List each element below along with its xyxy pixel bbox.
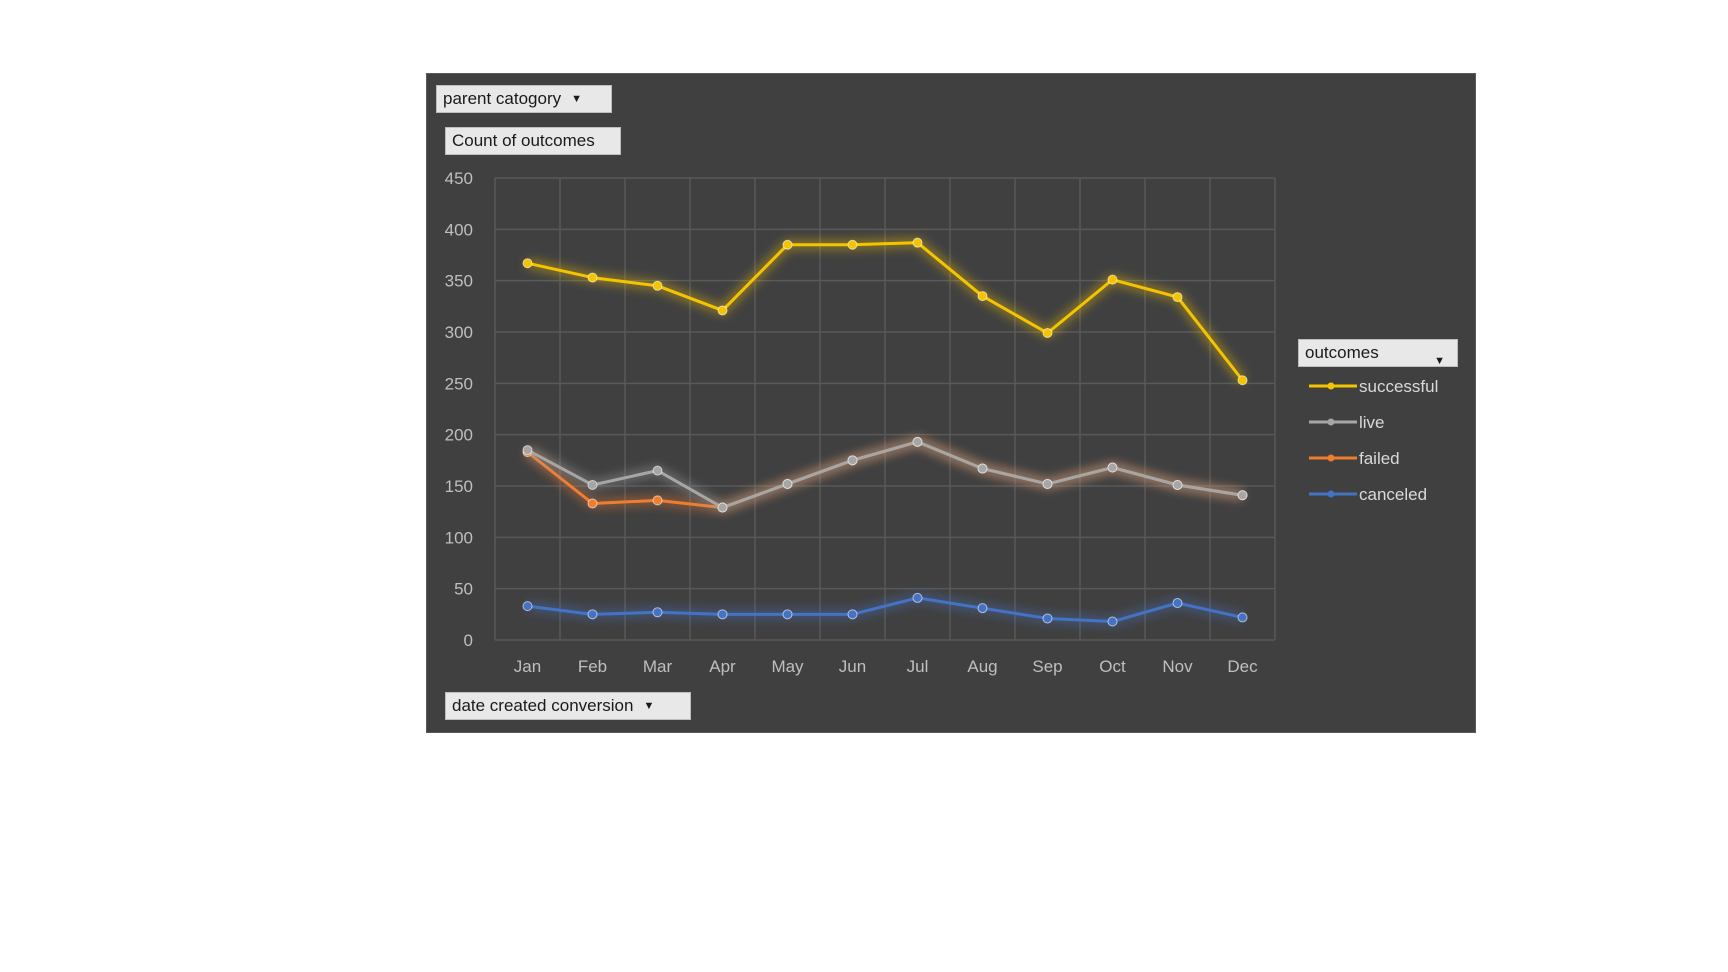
x-tick-label: Aug <box>967 657 997 676</box>
series-line-live <box>526 440 1243 510</box>
x-tick-label: Jun <box>839 657 866 676</box>
y-tick-label: 250 <box>445 374 473 393</box>
data-point-live <box>847 455 858 466</box>
legend-label: live <box>1359 413 1385 432</box>
data-point-successful <box>1042 328 1053 339</box>
data-point-live <box>977 463 988 474</box>
data-point-successful <box>522 258 533 269</box>
x-tick-label: Dec <box>1227 657 1258 676</box>
data-point-successful <box>587 272 598 283</box>
data-point-canceled <box>977 603 988 614</box>
x-tick-label: May <box>771 657 804 676</box>
legend-item-live[interactable]: live <box>1309 413 1385 432</box>
y-tick-label: 400 <box>445 220 473 239</box>
x-tick-label: Oct <box>1099 657 1126 676</box>
x-tick-label: Feb <box>578 657 607 676</box>
data-point-canceled <box>1172 598 1183 609</box>
data-point-live <box>587 479 598 490</box>
legend-marker <box>1327 490 1335 498</box>
data-point-canceled <box>1107 616 1118 627</box>
data-point-live <box>717 502 728 513</box>
data-point-failed <box>587 498 598 509</box>
data-point-canceled <box>1237 612 1248 623</box>
legend-marker <box>1327 418 1335 426</box>
line-chart: 0 50 100 150 200 250 300 350 400 450 Jan Feb Mar Apr M… <box>445 169 1439 676</box>
outcomes-filter-label: outcomes <box>1305 343 1379 362</box>
data-point-successful <box>652 280 663 291</box>
legend-label: failed <box>1359 449 1400 468</box>
y-tick-label: 300 <box>445 323 473 342</box>
data-point-canceled <box>782 609 793 620</box>
data-point-canceled <box>522 601 533 612</box>
data-point-successful <box>1107 274 1118 285</box>
series-line-canceled <box>527 596 1243 624</box>
x-tick-label: Sep <box>1032 657 1062 676</box>
legend-label: canceled <box>1359 485 1427 504</box>
legend-marker <box>1327 454 1335 462</box>
values-field-label: Count of outcomes <box>452 131 595 150</box>
data-point-successful <box>782 239 793 250</box>
series <box>522 237 1248 627</box>
data-point-live <box>782 478 793 489</box>
legend-item-failed[interactable]: failed <box>1309 449 1400 468</box>
data-point-successful <box>977 291 988 302</box>
y-tick-label: 50 <box>454 580 473 599</box>
y-tick-label: 150 <box>445 477 473 496</box>
data-point-failed <box>652 495 663 506</box>
data-point-canceled <box>847 609 858 620</box>
x-tick-label: Mar <box>643 657 673 676</box>
x-tick-label: Apr <box>709 657 736 676</box>
x-tick-label: Nov <box>1162 657 1193 676</box>
y-tick-label: 450 <box>445 169 473 188</box>
outcomes-filter-button[interactable]: outcomes ▼ <box>1298 339 1458 367</box>
parent-category-filter-label: parent catogory <box>443 89 562 108</box>
data-point-canceled <box>652 607 663 618</box>
data-point-successful <box>717 305 728 316</box>
date-created-filter-label: date created conversion <box>452 696 634 715</box>
data-point-successful <box>912 237 923 248</box>
data-point-canceled <box>717 609 728 620</box>
legend: successful live failed canceled <box>1309 377 1438 504</box>
data-point-canceled <box>1042 613 1053 624</box>
data-point-live <box>652 465 663 476</box>
legend-item-successful[interactable]: successful <box>1309 377 1438 396</box>
chart-panel: parent catogory ▼ Count of outcomes 0 50 10… <box>426 73 1476 733</box>
data-point-live <box>1042 478 1053 489</box>
data-point-successful <box>1237 375 1248 386</box>
dropdown-arrow-icon[interactable]: ▼ <box>571 93 583 105</box>
grid <box>494 177 1276 641</box>
data-point-live <box>912 436 923 447</box>
y-tick-label: 200 <box>445 426 473 445</box>
legend-item-canceled[interactable]: canceled <box>1309 485 1427 504</box>
y-tick-label: 0 <box>464 631 473 650</box>
x-tick-label: Jan <box>514 657 541 676</box>
data-point-live <box>522 445 533 456</box>
data-point-successful <box>847 239 858 250</box>
legend-label: successful <box>1359 377 1438 396</box>
data-point-live <box>1237 490 1248 501</box>
date-created-filter-button[interactable]: date created conversion ▼ <box>445 692 691 720</box>
axes: 0 50 100 150 200 250 300 350 400 450 Jan Feb Mar Apr M… <box>445 169 1258 676</box>
data-point-canceled <box>912 592 923 603</box>
dropdown-arrow-icon[interactable]: ▼ <box>643 700 655 712</box>
series-line-successful <box>527 241 1244 382</box>
data-point-live <box>1172 479 1183 490</box>
data-point-canceled <box>587 609 598 620</box>
parent-category-filter-button[interactable]: parent catogory ▼ <box>436 85 612 113</box>
data-point-live <box>1107 462 1118 473</box>
values-field-button[interactable]: Count of outcomes <box>445 127 621 155</box>
x-tick-label: Jul <box>907 657 929 676</box>
data-point-successful <box>1172 292 1183 303</box>
y-tick-label: 350 <box>445 272 473 291</box>
dropdown-arrow-icon[interactable]: ▼ <box>1434 355 1445 367</box>
y-tick-label: 100 <box>445 528 473 547</box>
legend-marker <box>1327 382 1335 390</box>
